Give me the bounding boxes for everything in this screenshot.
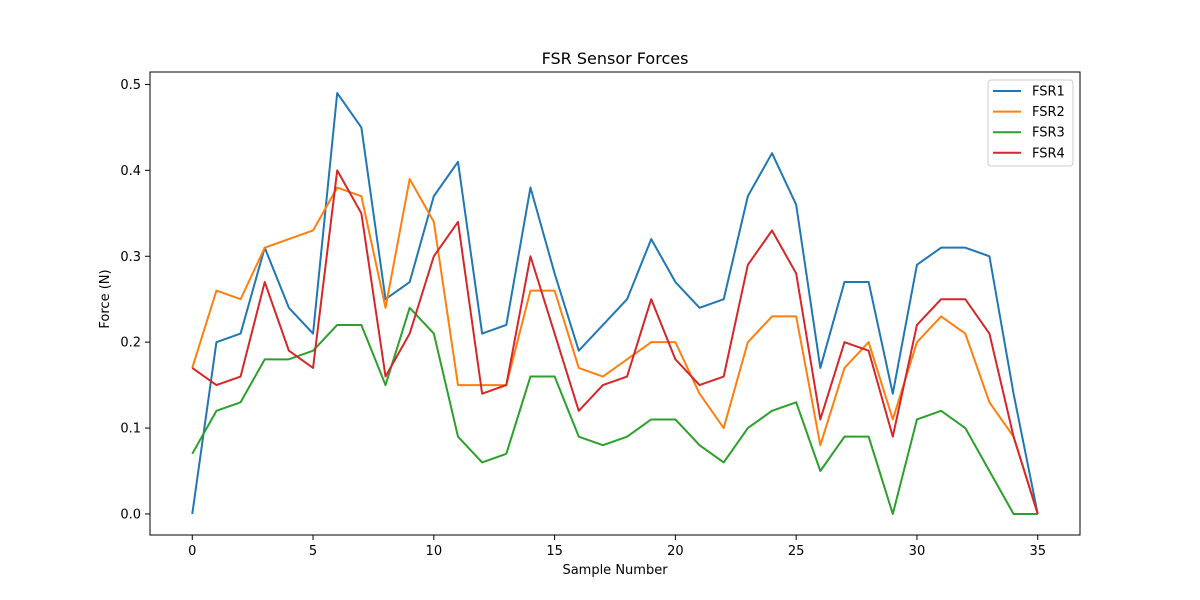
series-line-fsr4 [191, 169, 1039, 515]
series-line-fsr1 [191, 92, 1039, 515]
axes-frame [149, 71, 1081, 536]
legend: FSR1 FSR2 FSR3 FSR4 [987, 79, 1074, 167]
y-axis-label: Force (N) [98, 269, 113, 328]
y-tick-label: 0.2 [120, 336, 141, 351]
series-line-fsr2 [191, 177, 1039, 515]
x-tick-label: 20 [667, 544, 684, 559]
x-tick-label: 5 [309, 544, 317, 559]
y-tick-label: 0.1 [120, 422, 141, 437]
y-tick-label: 0.5 [120, 78, 141, 93]
plot-area [191, 92, 1039, 515]
axes: 0 5 10 15 20 25 30 35 0.0 0.1 0.2 0.3 0.4 0.5 [120, 71, 1081, 559]
y-tick-label: 0.4 [120, 164, 141, 179]
legend-label-fsr1: FSR1 [1032, 85, 1065, 100]
x-tick-label: 10 [426, 544, 443, 559]
y-tick-label: 0.3 [120, 250, 141, 265]
x-axis-label: Sample Number [562, 563, 668, 578]
legend-label-fsr3: FSR3 [1032, 126, 1065, 141]
x-tick-label: 15 [546, 544, 563, 559]
y-tick-label: 0.0 [120, 507, 141, 522]
x-tick-label: 30 [909, 544, 926, 559]
legend-label-fsr2: FSR2 [1032, 105, 1065, 120]
x-tick-label: 0 [188, 544, 196, 559]
x-tick-label: 25 [788, 544, 805, 559]
legend-box [987, 79, 1074, 167]
x-tick-label: 35 [1029, 544, 1046, 559]
series-line-fsr3 [191, 306, 1038, 515]
legend-label-fsr4: FSR4 [1032, 146, 1065, 161]
chart-title: FSR Sensor Forces [542, 49, 689, 68]
